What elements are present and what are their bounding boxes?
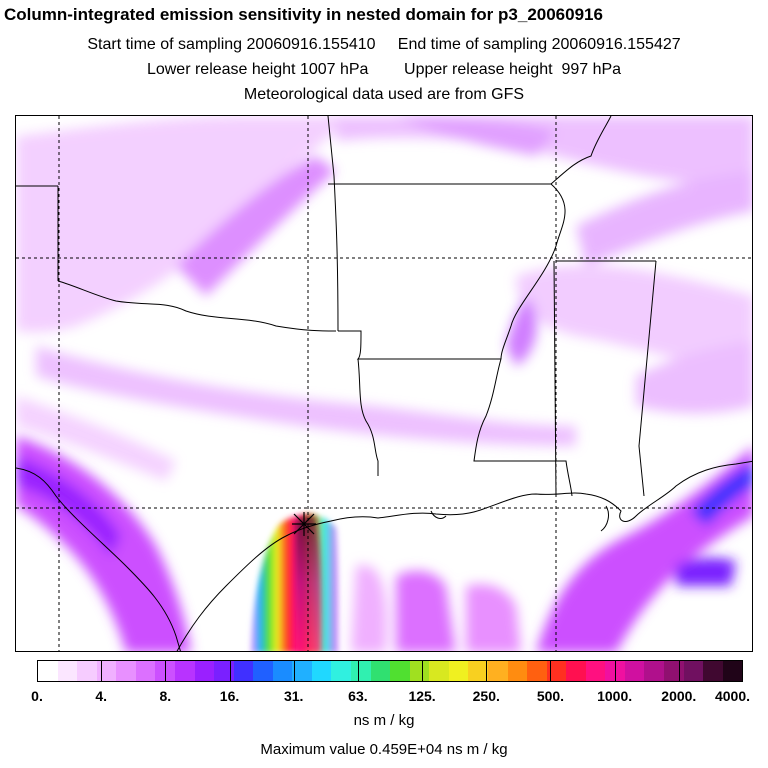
colorbar-segment bbox=[96, 661, 117, 681]
colorbar-segment bbox=[370, 661, 391, 681]
colorbar-tick-label: 16. bbox=[219, 688, 240, 704]
colorbar-segment bbox=[233, 661, 254, 681]
colorbar-segment bbox=[468, 661, 488, 681]
colorbar-segment bbox=[546, 661, 567, 681]
colorbar-tick-label: 250. bbox=[472, 688, 500, 704]
colorbar-segment bbox=[722, 661, 743, 681]
colorbar-segment bbox=[38, 661, 58, 681]
colorbar-tick-label: 4000. bbox=[714, 688, 751, 704]
sampling-time-line: Start time of sampling 20060916.155410 E… bbox=[87, 36, 681, 53]
colorbar-tick-label: 1000. bbox=[597, 688, 633, 704]
colorbar-segment bbox=[390, 661, 410, 681]
plot-title: Column-integrated emission sensitivity i… bbox=[4, 5, 603, 24]
colorbar-separator bbox=[165, 660, 167, 682]
colorbar-segment bbox=[429, 661, 449, 681]
colorbar-segment bbox=[253, 661, 273, 681]
colorbar-segment bbox=[409, 661, 430, 681]
release-point-marker bbox=[292, 512, 316, 536]
sensitivity-map bbox=[15, 115, 753, 652]
map-boundaries bbox=[16, 116, 752, 651]
colorbar-segment bbox=[214, 661, 234, 681]
colorbar-segment bbox=[331, 661, 351, 681]
colorbar-tick-label: 4. bbox=[95, 688, 108, 704]
colorbar-segment bbox=[292, 661, 312, 681]
colorbar-tick-label: 2000. bbox=[661, 688, 697, 704]
colorbar-separator bbox=[550, 660, 552, 682]
colorbar-segment bbox=[77, 661, 97, 681]
colorbar-segment bbox=[174, 661, 195, 681]
colorbar-segment bbox=[507, 661, 528, 681]
meteorological-data-line: Meteorological data used are from GFS bbox=[243, 86, 525, 103]
colorbar-separator bbox=[422, 660, 424, 682]
colorbar-segment bbox=[566, 661, 586, 681]
colorbar-separator bbox=[229, 660, 231, 682]
colorbar-tick-label: 0. bbox=[31, 688, 43, 704]
colorbar-separator bbox=[486, 660, 488, 682]
colorbar-separator bbox=[293, 660, 295, 682]
colorbar-segment bbox=[527, 661, 547, 681]
colorbar bbox=[37, 660, 743, 682]
colorbar-separator bbox=[678, 660, 680, 682]
colorbar-tick-label: 500. bbox=[536, 688, 565, 704]
colorbar-segment bbox=[155, 661, 175, 681]
colorbar-tick-label: 125. bbox=[408, 688, 436, 704]
graticule bbox=[16, 116, 752, 651]
colorbar-segment bbox=[487, 661, 508, 681]
colorbar-segment bbox=[57, 661, 78, 681]
sensitivity-field bbox=[16, 116, 752, 651]
colorbar-segment bbox=[311, 661, 332, 681]
colorbar-separator bbox=[614, 660, 616, 682]
colorbar-segment bbox=[683, 661, 704, 681]
colorbar-separator bbox=[101, 660, 103, 682]
colorbar-segment bbox=[644, 661, 664, 681]
colorbar-segment bbox=[703, 661, 723, 681]
colorbar-segment bbox=[448, 661, 469, 681]
colorbar-segment bbox=[664, 661, 684, 681]
colorbar-tick-label: 8. bbox=[159, 688, 172, 704]
map-canvas bbox=[16, 116, 752, 651]
colorbar-segment bbox=[585, 661, 606, 681]
colorbar-units: ns m / kg bbox=[353, 712, 415, 729]
emission-plume bbox=[251, 514, 338, 651]
colorbar-separator bbox=[357, 660, 359, 682]
colorbar-segment bbox=[624, 661, 645, 681]
maximum-value-label: Maximum value 0.459E+04 ns m / kg bbox=[260, 741, 508, 758]
colorbar-tick-label: 31. bbox=[283, 688, 304, 704]
colorbar-tick-label: 63. bbox=[348, 688, 368, 704]
colorbar-segment bbox=[272, 661, 293, 681]
colorbar-segment bbox=[116, 661, 136, 681]
colorbar-segment bbox=[351, 661, 371, 681]
colorbar-segment bbox=[194, 661, 215, 681]
release-height-line: Lower release height 1007 hPa Upper rele… bbox=[146, 61, 622, 78]
colorbar-segment bbox=[135, 661, 156, 681]
